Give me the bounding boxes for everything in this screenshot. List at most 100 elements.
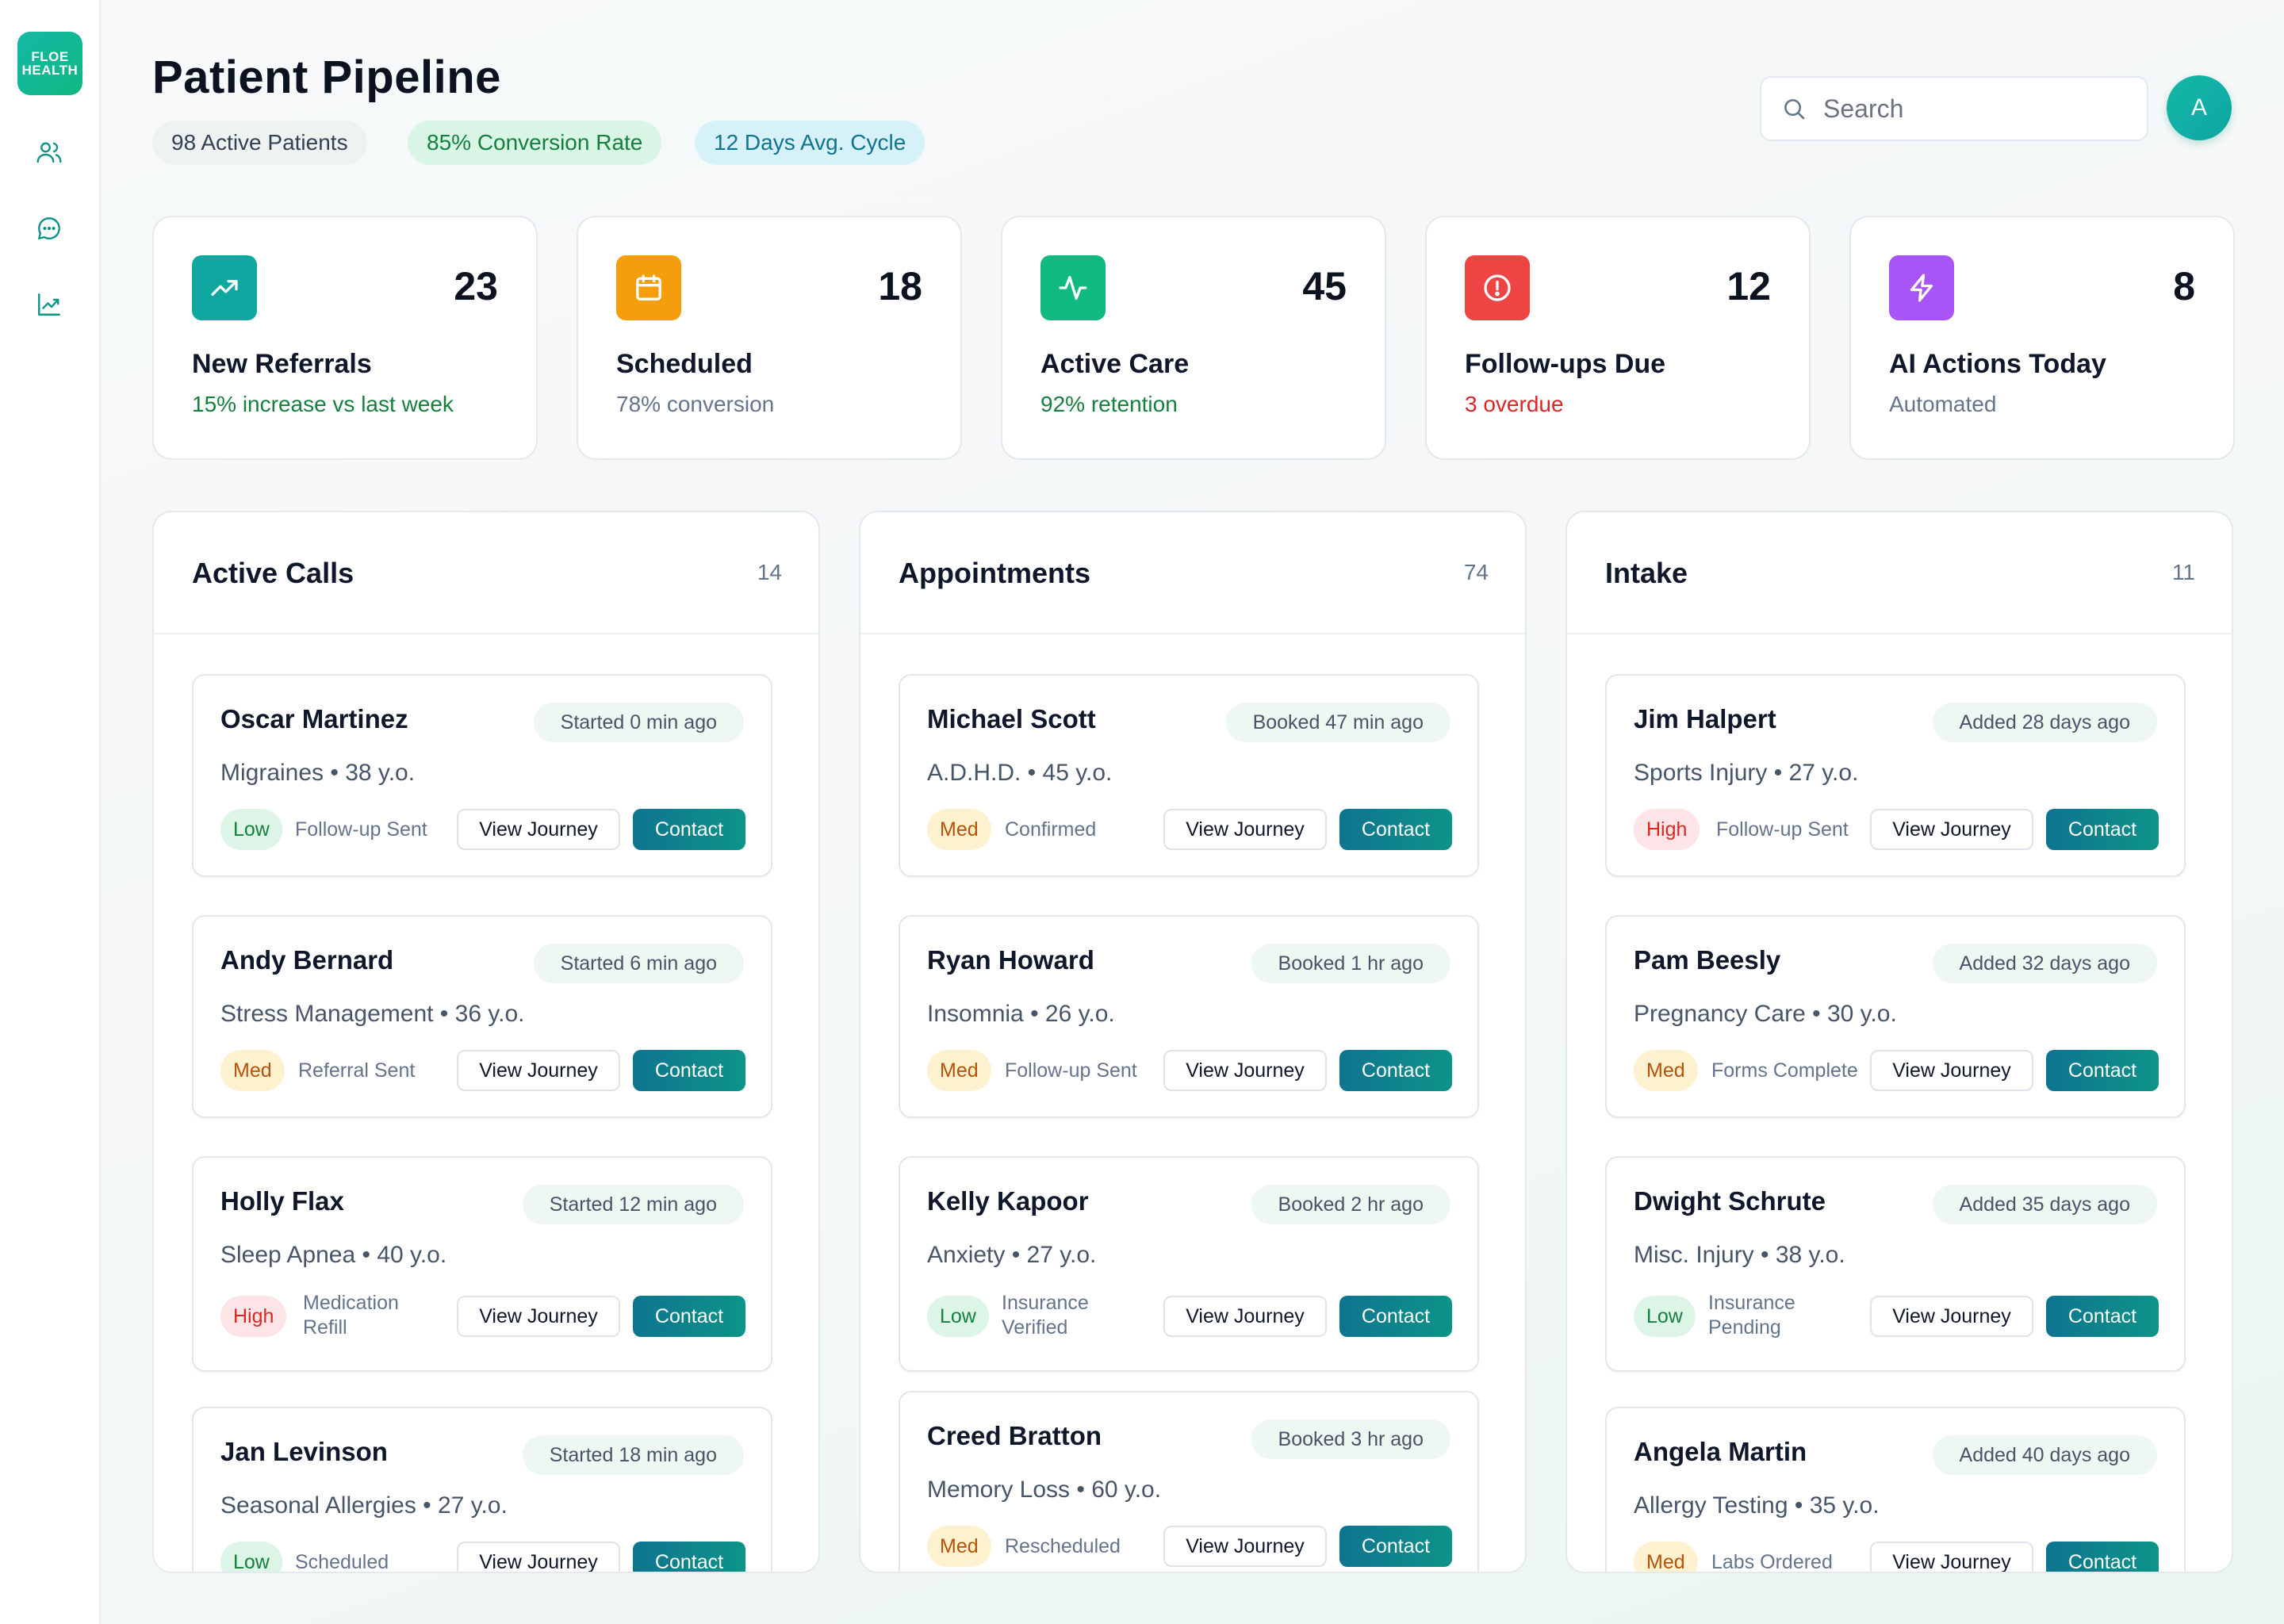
stat-subtext: 3 overdue	[1465, 392, 1564, 416]
priority-badge: High	[220, 1296, 287, 1337]
status-text: Referral Sent	[298, 1059, 416, 1082]
stat-card-scheduled[interactable]: 18 Scheduled 78% conversion	[577, 216, 962, 460]
users-icon[interactable]	[35, 138, 63, 167]
trending-icon[interactable]	[35, 290, 63, 319]
column-count: 14	[757, 560, 782, 584]
time-badge: Added 32 days ago	[1932, 944, 2157, 983]
time-badge: Started 18 min ago	[522, 1435, 744, 1475]
contact-button[interactable]: Contact	[633, 809, 745, 850]
contact-button[interactable]: Contact	[633, 1296, 745, 1337]
patient-card[interactable]: Pam Beesly Added 32 days ago Pregnancy Car…	[1605, 915, 2186, 1118]
column-title: Intake	[1605, 557, 1688, 589]
patient-card[interactable]: Dwight Schrute Added 35 days ago Misc. Inj…	[1605, 1156, 2186, 1372]
page-title: Patient Pipeline	[152, 52, 501, 103]
view-journey-button[interactable]: View Journey	[1870, 1542, 2033, 1572]
contact-button[interactable]: Contact	[1339, 1050, 1452, 1091]
column-header: Appointments 74	[860, 512, 1525, 634]
condition-age: Stress Management • 36 y.o.	[220, 1001, 525, 1027]
view-journey-button[interactable]: View Journey	[457, 1296, 620, 1337]
patient-card[interactable]: Kelly Kapoor Booked 2 hr ago Anxiety • 27 …	[899, 1156, 1479, 1372]
contact-button[interactable]: Contact	[633, 1542, 745, 1572]
view-journey-button[interactable]: View Journey	[1163, 1050, 1327, 1091]
view-journey-button[interactable]: View Journey	[1870, 809, 2033, 850]
contact-button[interactable]: Contact	[2046, 1542, 2159, 1572]
time-badge: Added 40 days ago	[1932, 1435, 2157, 1475]
priority-badge: Med	[927, 809, 991, 850]
status-text: Insurance Verified	[1002, 1292, 1089, 1339]
patient-card[interactable]: Jan Levinson Started 18 min ago Seasonal A…	[192, 1407, 772, 1572]
contact-button[interactable]: Contact	[2046, 1050, 2159, 1091]
contact-button[interactable]: Contact	[2046, 809, 2159, 850]
patient-card[interactable]: Angela Martin Added 40 days ago Allergy Te…	[1605, 1407, 2186, 1572]
condition-age: Migraines • 38 y.o.	[220, 760, 416, 786]
stat-label: AI Actions Today	[1889, 349, 2106, 379]
time-badge: Added 28 days ago	[1932, 703, 2157, 742]
alert-circle-icon	[1465, 255, 1530, 320]
condition-age: Memory Loss • 60 y.o.	[927, 1477, 1162, 1503]
active-patients-chip: 98 Active Patients	[152, 121, 367, 165]
chat-icon[interactable]	[35, 214, 63, 243]
time-badge: Booked 2 hr ago	[1251, 1185, 1450, 1224]
stat-card-follow-ups-due[interactable]: 12 Follow-ups Due 3 overdue	[1425, 216, 1811, 460]
patient-card[interactable]: Michael Scott Booked 47 min ago A.D.H.D. •…	[899, 674, 1479, 877]
contact-button[interactable]: Contact	[1339, 809, 1452, 850]
view-journey-button[interactable]: View Journey	[1163, 1526, 1327, 1567]
stat-value: 18	[878, 264, 922, 308]
patient-card[interactable]: Creed Bratton Booked 3 hr ago Memory Loss …	[899, 1391, 1479, 1572]
contact-button[interactable]: Contact	[633, 1050, 745, 1091]
view-journey-button[interactable]: View Journey	[457, 809, 620, 850]
patient-card[interactable]: Jim Halpert Added 28 days ago Sports Injur…	[1605, 674, 2186, 877]
priority-badge: Low	[1634, 1296, 1696, 1337]
condition-age: Sports Injury • 27 y.o.	[1634, 760, 1859, 786]
priority-badge: High	[1634, 809, 1700, 850]
condition-age: Misc. Injury • 38 y.o.	[1634, 1242, 1845, 1268]
status-text: Forms Complete	[1711, 1059, 1858, 1082]
view-journey-button[interactable]: View Journey	[1870, 1050, 2033, 1091]
contact-button[interactable]: Contact	[2046, 1296, 2159, 1337]
column-intake: Intake 11 Jim Halpert Added 28 days ago Sp…	[1565, 511, 2233, 1573]
column-header: Active Calls 14	[154, 512, 818, 634]
priority-badge: Low	[927, 1296, 989, 1337]
status-text: Rescheduled	[1005, 1535, 1121, 1557]
patient-card[interactable]: Holly Flax Started 12 min ago Sleep Apnea …	[192, 1156, 772, 1372]
stat-card-ai-actions[interactable]: 8 AI Actions Today Automated	[1849, 216, 2235, 460]
stat-card-active-care[interactable]: 45 Active Care 92% retention	[1001, 216, 1386, 460]
stat-label: Active Care	[1040, 349, 1190, 379]
patient-card[interactable]: Ryan Howard Booked 1 hr ago Insomnia • 26 …	[899, 915, 1479, 1118]
patient-card[interactable]: Oscar Martinez Started 0 min ago Migraines…	[192, 674, 772, 877]
search-box[interactable]	[1760, 76, 2148, 141]
stat-subtext: 92% retention	[1040, 392, 1178, 416]
status-text: Insurance Pending	[1708, 1292, 1795, 1339]
column-active-calls: Active Calls 14 Oscar Martinez Started 0 …	[152, 511, 820, 1573]
contact-button[interactable]: Contact	[1339, 1526, 1452, 1567]
stat-value: 8	[2173, 264, 2195, 308]
view-journey-button[interactable]: View Journey	[457, 1050, 620, 1091]
logo-text-line2: HEALTH	[21, 63, 79, 78]
condition-age: Sleep Apnea • 40 y.o.	[220, 1242, 447, 1268]
view-journey-button[interactable]: View Journey	[457, 1542, 620, 1572]
patient-name: Jan Levinson	[220, 1437, 388, 1466]
contact-button[interactable]: Contact	[1339, 1296, 1452, 1337]
patient-card[interactable]: Andy Bernard Started 6 min ago Stress Mana…	[192, 915, 772, 1118]
stat-value: 12	[1726, 264, 1771, 308]
status-text: Follow-up Sent	[295, 818, 427, 841]
patient-name: Angela Martin	[1634, 1437, 1807, 1466]
priority-badge: Med	[220, 1050, 285, 1091]
view-journey-button[interactable]: View Journey	[1163, 809, 1327, 850]
time-badge: Added 35 days ago	[1932, 1185, 2157, 1224]
search-input[interactable]	[1823, 94, 2125, 124]
stat-label: New Referrals	[192, 349, 372, 379]
user-avatar[interactable]: A	[2167, 75, 2232, 140]
patient-name: Dwight Schrute	[1634, 1186, 1826, 1216]
column-title: Active Calls	[192, 557, 354, 589]
view-journey-button[interactable]: View Journey	[1870, 1296, 2033, 1337]
stat-value: 23	[454, 264, 498, 308]
priority-badge: Med	[927, 1050, 991, 1091]
condition-age: Insomnia • 26 y.o.	[927, 1001, 1115, 1027]
status-text: Follow-up Sent	[1716, 818, 1849, 841]
stat-subtext: Automated	[1889, 392, 1997, 416]
logo-text-line1: FLOE	[31, 49, 69, 64]
view-journey-button[interactable]: View Journey	[1163, 1296, 1327, 1337]
floe-health-logo[interactable]: FLOE HEALTH	[17, 32, 82, 95]
stat-card-new-referrals[interactable]: 23 New Referrals 15% increase vs last we…	[152, 216, 538, 460]
